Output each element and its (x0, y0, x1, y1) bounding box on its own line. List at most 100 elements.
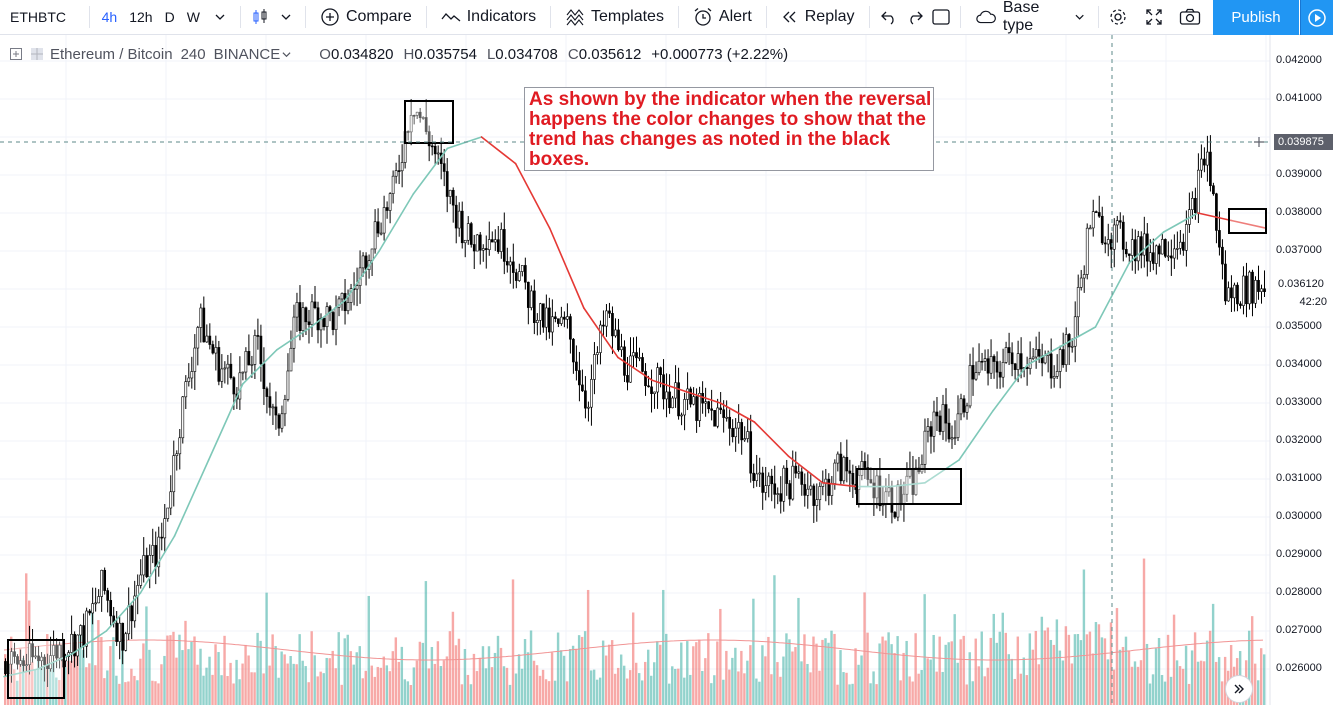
price-tick: 0.026000 (1276, 662, 1322, 674)
candle-body (629, 355, 632, 383)
candle-body (1257, 279, 1260, 292)
scroll-to-realtime-button[interactable] (1225, 675, 1253, 703)
candle-body (788, 483, 792, 500)
volume-bar (604, 655, 608, 705)
legend-exchange: BINANCE (213, 45, 281, 63)
volume-bar (487, 646, 491, 705)
candle-body (1254, 279, 1257, 304)
candle-body (442, 163, 446, 172)
volume-bar (1250, 616, 1254, 705)
toolbar-divider (868, 6, 870, 28)
publish-button[interactable]: Publish (1213, 0, 1299, 35)
volume-bar (199, 648, 202, 705)
interval-12h[interactable]: 12h (129, 9, 153, 25)
volume-bar (166, 635, 169, 705)
compare-button[interactable]: Compare (312, 0, 420, 35)
ma-segment (958, 409, 994, 461)
interval-d[interactable]: D (164, 9, 175, 25)
volume-bar (568, 648, 572, 705)
interval-w[interactable]: W (186, 9, 200, 25)
volume-bar (1007, 654, 1010, 705)
candle-body (1088, 227, 1092, 230)
chevron-down-icon[interactable] (282, 50, 291, 59)
base-type-button[interactable]: Base type (967, 0, 1092, 35)
candle-body (493, 239, 497, 243)
candle-body (572, 338, 575, 363)
play-button[interactable] (1300, 0, 1333, 35)
volume-bar (310, 631, 313, 705)
candle-body (277, 414, 281, 429)
candle-body (614, 329, 617, 337)
volume-bar (713, 675, 716, 705)
symbol-search[interactable]: ETHBTC (10, 9, 66, 25)
volume-bar (88, 663, 91, 705)
candle-body (169, 491, 173, 509)
chart-type-chevron-icon[interactable] (273, 0, 299, 35)
candle-body (43, 656, 46, 666)
volume-bar (830, 630, 833, 705)
volume-bar (863, 592, 866, 705)
alert-button[interactable]: Alert (685, 0, 760, 35)
candle-body (1007, 347, 1011, 354)
candle-body (289, 347, 293, 372)
candle-body (58, 644, 61, 659)
candle-body (1076, 287, 1080, 318)
volume-bar (1151, 674, 1155, 705)
volume-bar (574, 648, 578, 705)
camera-icon[interactable] (1177, 0, 1203, 35)
undo-icon[interactable] (875, 0, 901, 35)
replay-button[interactable]: Replay (773, 0, 863, 35)
candle-body (662, 374, 665, 400)
candle-body (301, 307, 305, 331)
expand-plus-icon[interactable] (10, 48, 22, 60)
chevron-down-icon[interactable] (206, 0, 234, 35)
candle-body (833, 462, 837, 484)
candle-body (935, 411, 939, 417)
redo-icon[interactable] (902, 0, 928, 35)
ma-segment (924, 459, 960, 484)
price-tick: 0.032000 (1276, 434, 1322, 446)
volume-bar (577, 635, 581, 705)
volume-bar (893, 653, 896, 705)
candle-body (253, 335, 257, 365)
candle-body (566, 316, 569, 320)
candle-body (1142, 233, 1146, 256)
candle-body (1233, 284, 1236, 299)
volume-bar (1034, 630, 1038, 705)
indicators-button[interactable]: Indicators (433, 0, 544, 35)
volume-bar (586, 589, 590, 705)
interval-4h[interactable]: 4h (101, 9, 118, 25)
volume-bar (118, 683, 121, 705)
candle-body (175, 453, 179, 456)
candle-body (70, 633, 73, 653)
templates-button[interactable]: Templates (557, 0, 672, 35)
gear-icon[interactable] (1105, 0, 1131, 35)
candle-body (668, 391, 671, 409)
price-chart[interactable] (0, 35, 1333, 705)
candle-body (292, 316, 296, 349)
candle-body (803, 484, 807, 496)
volume-bar (325, 657, 328, 705)
candle-body (1209, 151, 1212, 187)
volume-bar (707, 633, 710, 705)
volume-bar (187, 649, 190, 705)
volume-bar (334, 668, 337, 705)
candle-body (10, 651, 13, 665)
annotation-callout[interactable]: As shown by the indicator when the rever… (524, 87, 934, 171)
candle-body (1191, 198, 1194, 210)
volume-bar (526, 652, 530, 705)
volume-bar (214, 644, 217, 705)
candles-chart-icon[interactable] (247, 0, 273, 35)
toolbar-divider (765, 6, 767, 28)
volume-bar (136, 680, 139, 705)
volume-bar (184, 620, 187, 705)
candle-body (755, 473, 759, 481)
fullscreen-icon[interactable] (1141, 0, 1167, 35)
candle-body (151, 545, 155, 556)
volume-bar (731, 657, 734, 705)
select-box-icon[interactable] (928, 0, 954, 35)
volume-bar (94, 665, 97, 705)
volume-bar (385, 665, 389, 705)
chart-grid (0, 35, 1270, 705)
ma-segment (1060, 326, 1097, 347)
